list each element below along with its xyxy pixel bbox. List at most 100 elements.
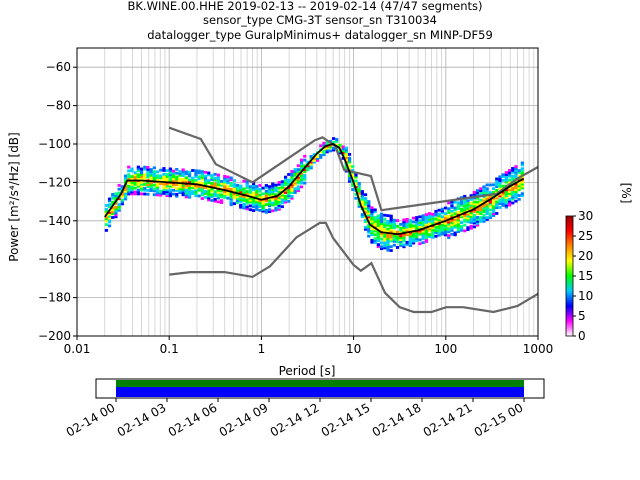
density-cell (488, 191, 492, 195)
density-cell (511, 190, 515, 193)
density-cell (498, 198, 502, 202)
density-cell (197, 169, 201, 173)
density-cell (373, 239, 377, 242)
density-cell (501, 184, 505, 188)
density-cell (171, 173, 176, 177)
density-cell (338, 151, 342, 155)
density-cell (501, 190, 505, 194)
density-cell (223, 176, 227, 180)
density-cell (165, 176, 169, 180)
density-cell (187, 188, 192, 191)
density-cell (485, 208, 489, 212)
density-cell (427, 235, 432, 238)
density-cell (491, 187, 496, 191)
density-cell (139, 171, 144, 175)
density-cell (283, 177, 288, 181)
density-cell (162, 186, 166, 190)
density-cell (136, 167, 140, 171)
density-cell (152, 174, 156, 177)
density-cell (392, 218, 396, 222)
density-cell (290, 173, 294, 177)
y-tick-label: −200 (38, 329, 71, 343)
density-cell (175, 171, 179, 175)
density-cell (399, 240, 403, 244)
density-cell (280, 193, 284, 197)
density-cell (459, 215, 464, 219)
density-cell (194, 188, 198, 192)
density-cell (303, 154, 307, 158)
density-cell (357, 187, 361, 191)
density-cell (344, 165, 348, 169)
density-cell (181, 185, 185, 189)
time-tick-label: 02-14 06 (166, 400, 220, 439)
density-cell (123, 178, 128, 182)
density-cell (440, 228, 444, 232)
density-cell (504, 173, 508, 176)
density-cell (184, 185, 188, 189)
density-cell (450, 202, 454, 205)
density-cell (107, 205, 112, 209)
density-cell (517, 188, 521, 192)
density-cell (511, 168, 515, 172)
density-cell (264, 193, 268, 197)
density-cell (459, 209, 464, 213)
density-cell (389, 224, 393, 228)
density-cell (373, 241, 377, 244)
density-cell (216, 173, 220, 177)
density-cell (498, 179, 502, 183)
density-cell (255, 200, 259, 204)
density-cell (175, 175, 179, 179)
density-cell (520, 182, 524, 186)
density-cell (235, 193, 240, 197)
density-cell (376, 243, 380, 247)
density-cell (271, 192, 275, 195)
density-cell (379, 212, 384, 216)
density-cell (136, 182, 140, 186)
density-cell (293, 171, 297, 175)
density-cell (319, 150, 323, 154)
density-cell (296, 175, 300, 179)
density-cell (299, 185, 304, 189)
density-cell (351, 165, 355, 168)
density-cell (255, 194, 259, 198)
colorbar-tick-label: 5 (578, 309, 586, 323)
density-cell (181, 178, 185, 181)
density-cell (373, 219, 377, 223)
density-cell (456, 216, 460, 220)
density-cell (127, 169, 131, 173)
density-cell (210, 174, 214, 177)
density-cell (171, 171, 176, 175)
density-cell (168, 182, 172, 186)
density-cell (411, 235, 416, 239)
density-cell (322, 147, 326, 151)
density-cell (296, 177, 300, 181)
density-cell (207, 192, 211, 196)
density-cell (472, 221, 476, 225)
density-cell (453, 218, 457, 221)
density-cell (165, 173, 169, 176)
density-cell (232, 188, 236, 192)
density-cell (325, 150, 329, 154)
density-cell (235, 201, 240, 204)
density-cell (191, 169, 195, 172)
density-cell (402, 220, 406, 224)
density-cell (386, 243, 390, 246)
density-cell (479, 212, 483, 216)
density-cell (267, 202, 272, 206)
density-cell (299, 168, 304, 172)
density-cell (408, 221, 412, 224)
density-cell (123, 193, 128, 197)
density-cell (511, 201, 515, 205)
density-cell (504, 201, 508, 205)
density-cell (248, 192, 252, 196)
density-cell (386, 223, 390, 227)
density-cell (319, 156, 323, 159)
density-cell (344, 150, 348, 154)
density-cell (507, 197, 512, 201)
density-cell (213, 182, 217, 186)
density-cell (274, 187, 278, 191)
density-cell (219, 195, 224, 199)
x-tick-label: 0.01 (64, 342, 91, 356)
density-cell (232, 202, 236, 206)
density-cell (344, 152, 348, 156)
